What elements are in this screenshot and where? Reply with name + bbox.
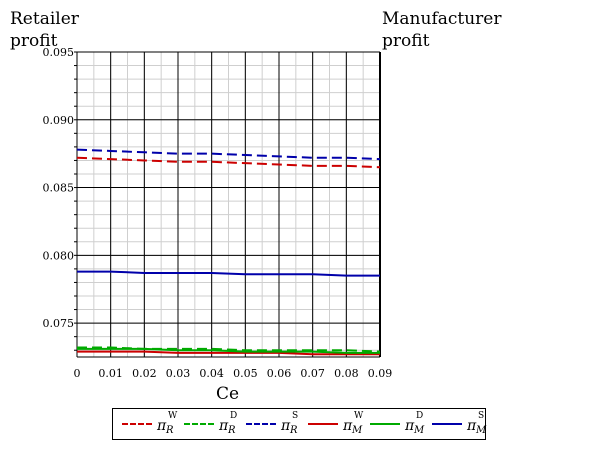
x-tick-label: 0.01	[98, 367, 123, 380]
legend-subscript: R	[228, 425, 236, 436]
y-tick-label: 0.075	[43, 317, 75, 330]
x-tick-label: 0.02	[132, 367, 157, 380]
y-tick-label: 0.085	[43, 182, 75, 195]
x-tick-label: 0.07	[300, 367, 325, 380]
legend-symbol: π	[405, 418, 415, 434]
series-line-r-w	[76, 156, 381, 169]
series-line-r-s	[76, 148, 381, 161]
legend-symbol: π	[467, 418, 477, 434]
x-tick-label: 0	[74, 367, 81, 380]
legend-symbol: π	[281, 418, 291, 434]
legend-superscript: D	[230, 411, 238, 421]
x-tick-label: 0.08	[334, 367, 359, 380]
x-tick-label: 0.06	[267, 367, 292, 380]
x-axis-label: Ce	[216, 384, 240, 404]
series-line-m-w	[77, 350, 380, 356]
x-tick-label: 0.09	[368, 367, 393, 380]
legend-swatch	[370, 423, 400, 425]
legend-subscript: M	[476, 425, 487, 436]
series-line-m-d	[77, 347, 380, 354]
legend-swatch	[184, 423, 214, 425]
legend-superscript: W	[168, 411, 178, 421]
right-axis-title: Manufacturer profit	[382, 9, 502, 51]
legend-subscript: R	[290, 425, 298, 436]
x-tick-label: 0.05	[233, 367, 258, 380]
legend-superscript: D	[416, 411, 424, 421]
y-tick-label: 0.080	[43, 249, 75, 262]
legend-swatch	[308, 423, 338, 425]
tick-labels: 0 0.01 0.02 0.03 0.04 0.05 0.06 0.07 0.08 0.09 0.0…	[43, 46, 393, 380]
series-lines	[76, 148, 381, 356]
x-tick-label: 0.03	[166, 367, 191, 380]
x-tick-label: 0.04	[199, 367, 224, 380]
left-axis-title: Retailer profit	[10, 9, 79, 51]
legend-swatch	[432, 423, 462, 425]
y-tick-label: 0.095	[43, 46, 75, 59]
legend-swatch	[246, 423, 276, 425]
legend-subscript: R	[166, 425, 174, 436]
legend-symbol: π	[157, 418, 167, 434]
legend-symbol: π	[343, 418, 353, 434]
grid-lines	[76, 51, 381, 357]
legend-superscript: W	[354, 411, 364, 421]
legend-subscript: M	[414, 425, 425, 436]
axes	[74, 51, 381, 358]
legend-superscript: S	[478, 411, 485, 421]
legend-swatch	[122, 423, 152, 425]
legend-symbol: π	[219, 418, 229, 434]
legend-superscript: S	[292, 411, 299, 421]
series-line-m-s	[77, 270, 380, 277]
legend-subscript: M	[352, 425, 363, 436]
y-tick-label: 0.090	[43, 114, 75, 127]
